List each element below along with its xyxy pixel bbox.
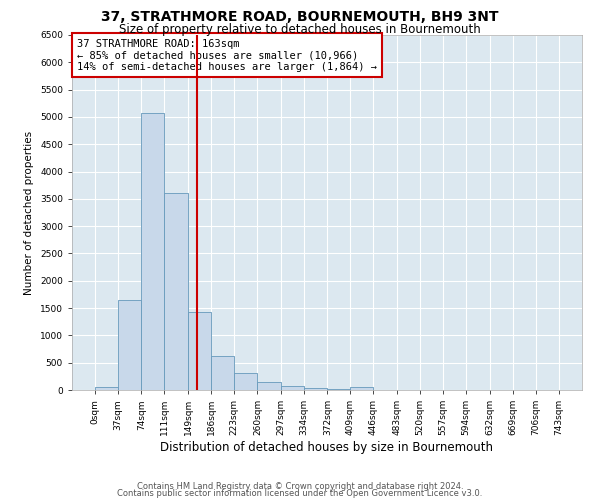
Text: Size of property relative to detached houses in Bournemouth: Size of property relative to detached ho… <box>119 22 481 36</box>
Bar <box>235 373 257 390</box>
Bar <box>188 312 211 390</box>
Bar <box>211 356 235 390</box>
Bar <box>118 300 142 390</box>
Bar <box>350 388 373 390</box>
X-axis label: Distribution of detached houses by size in Bournemouth: Distribution of detached houses by size … <box>161 441 493 454</box>
Bar <box>95 388 118 390</box>
Bar <box>281 386 304 390</box>
Text: 37, STRATHMORE ROAD, BOURNEMOUTH, BH9 3NT: 37, STRATHMORE ROAD, BOURNEMOUTH, BH9 3N… <box>101 10 499 24</box>
Text: Contains public sector information licensed under the Open Government Licence v3: Contains public sector information licen… <box>118 489 482 498</box>
Bar <box>304 388 328 390</box>
Bar <box>257 382 281 390</box>
Text: Contains HM Land Registry data © Crown copyright and database right 2024.: Contains HM Land Registry data © Crown c… <box>137 482 463 491</box>
Bar <box>164 194 188 390</box>
Y-axis label: Number of detached properties: Number of detached properties <box>25 130 34 294</box>
Bar <box>142 112 164 390</box>
Text: 37 STRATHMORE ROAD: 163sqm
← 85% of detached houses are smaller (10,966)
14% of : 37 STRATHMORE ROAD: 163sqm ← 85% of deta… <box>77 38 377 72</box>
